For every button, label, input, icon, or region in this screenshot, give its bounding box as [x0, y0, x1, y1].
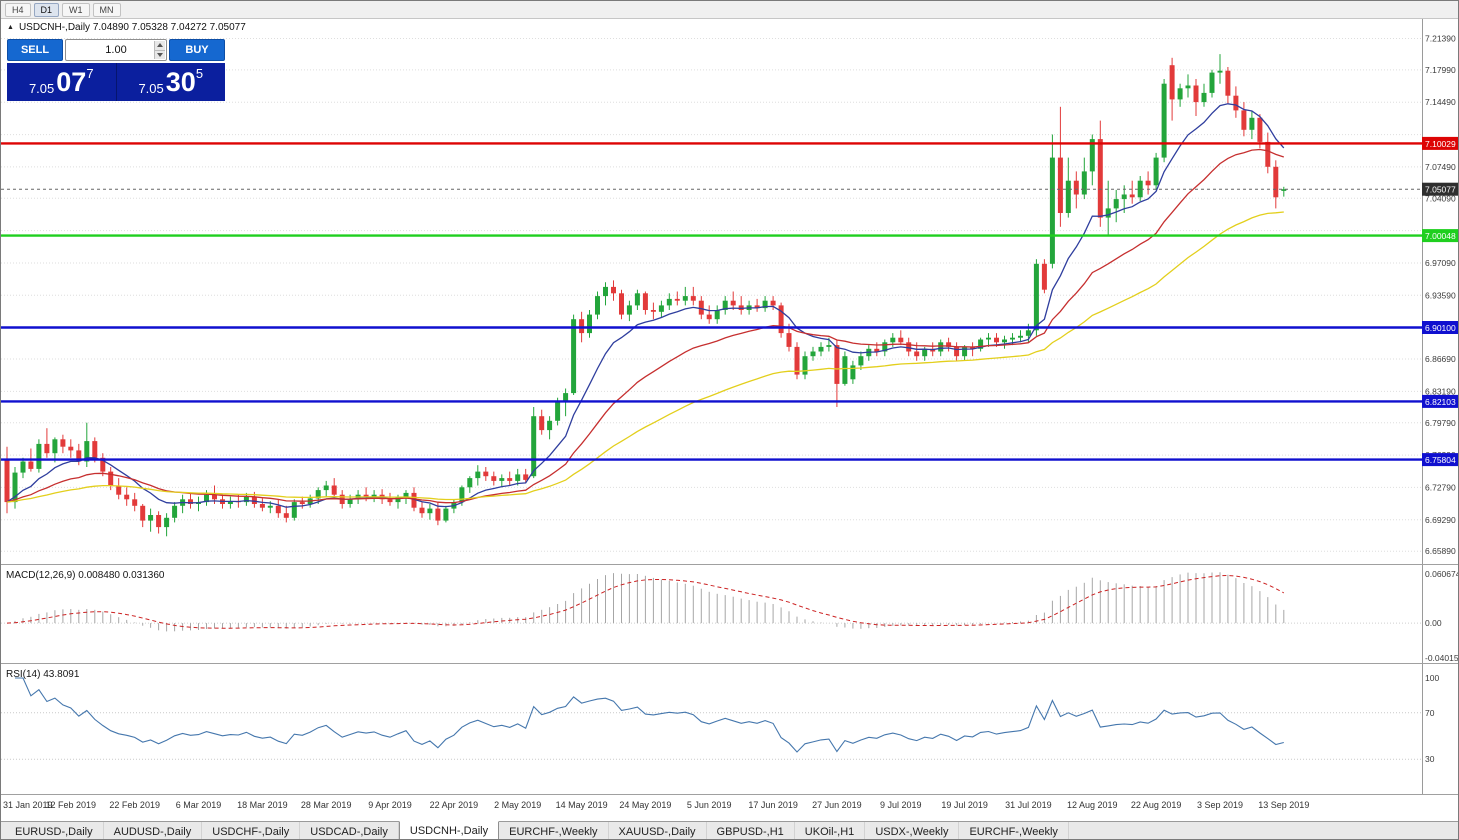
buy-price-big: 30 — [165, 67, 196, 97]
symbol-info: ▲ USDCNH-,Daily 7.04890 7.05328 7.04272 … — [7, 22, 246, 33]
volume-spinner — [154, 41, 165, 59]
svg-text:6.75804: 6.75804 — [1425, 455, 1456, 465]
main-chart-panel: 7.21390 7.17990 7.14490 7.07490 7.04090 6.970… — [1, 19, 1458, 564]
timeframe-mn-button[interactable]: MN — [92, 2, 121, 17]
date-label: 12 Feb 2019 — [45, 800, 97, 810]
date-label: 14 May 2019 — [555, 800, 608, 810]
date-label: 9 Apr 2019 — [368, 800, 412, 810]
volume-input[interactable]: 1.00 — [65, 39, 167, 61]
one-click-trading-panel: SELL 1.00 BUY 7.05 07 7 7.05 — [7, 39, 225, 101]
tab-gbpusd-h1[interactable]: GBPUSD-,H1 — [707, 822, 795, 839]
timeframe-h4-button[interactable]: H4 — [5, 2, 31, 17]
date-label: 3 Sep 2019 — [1196, 800, 1244, 810]
svg-text:6.97090: 6.97090 — [1425, 258, 1456, 268]
tab-usdcad-daily[interactable]: USDCAD-,Daily — [300, 822, 399, 839]
svg-text:7.05077: 7.05077 — [1425, 185, 1456, 195]
date-label: 12 Aug 2019 — [1067, 800, 1118, 810]
timeframe-w1-button[interactable]: W1 — [62, 2, 90, 17]
date-label: 31 Jul 2019 — [1005, 800, 1052, 810]
chart-tabs-bar: EURUSD-,Daily AUDUSD-,Daily USDCHF-,Daily U… — [1, 821, 1458, 839]
svg-text:6.72790: 6.72790 — [1425, 482, 1456, 492]
date-label: 9 Jul 2019 — [880, 800, 922, 810]
date-label: 13 Sep 2019 — [1258, 800, 1310, 810]
volume-decrease-button[interactable] — [154, 50, 165, 59]
macd-canvas: MACD(12,26,9) 0.008480 0.031360 0.060674 0… — [1, 565, 1459, 663]
svg-text:70: 70 — [1425, 708, 1435, 718]
date-label: 19 Jul 2019 — [941, 800, 988, 810]
svg-text:7.10029: 7.10029 — [1425, 139, 1456, 149]
volume-increase-button[interactable] — [154, 41, 165, 51]
svg-text:7.04090: 7.04090 — [1425, 193, 1456, 203]
arrow-up-icon — [157, 43, 163, 48]
date-label: 17 Jun 2019 — [748, 800, 798, 810]
sell-price-sup: 7 — [86, 66, 94, 81]
date-label: 6 Mar 2019 — [175, 800, 222, 810]
svg-text:0.060674: 0.060674 — [1425, 569, 1459, 579]
tab-usdchf-daily[interactable]: USDCHF-,Daily — [202, 822, 301, 839]
collapse-panel-icon[interactable]: ▲ — [7, 24, 14, 31]
time-axis[interactable]: 31 Jan 2019 12 Feb 2019 22 Feb 2019 6 Mar 2… — [1, 794, 1458, 821]
sell-price-big: 07 — [56, 67, 87, 97]
volume-value: 1.00 — [105, 44, 127, 56]
svg-text:MACD(12,26,9) 0.008480 0.03136: MACD(12,26,9) 0.008480 0.031360 — [6, 570, 165, 581]
svg-text:RSI(14) 43.8091: RSI(14) 43.8091 — [6, 669, 80, 680]
svg-text:6.79790: 6.79790 — [1425, 418, 1456, 428]
svg-text:7.21390: 7.21390 — [1425, 34, 1456, 44]
date-label: 2 May 2019 — [494, 800, 542, 810]
tab-audusd-daily[interactable]: AUDUSD-,Daily — [104, 822, 203, 839]
tab-usdcnh-daily[interactable]: USDCNH-,Daily — [398, 821, 500, 839]
svg-text:6.93590: 6.93590 — [1425, 290, 1456, 300]
sell-button[interactable]: SELL — [7, 39, 63, 61]
buy-price: 7.05 30 5 — [115, 63, 226, 101]
macd-indicator-panel: MACD(12,26,9) 0.008480 0.031360 0.060674 0… — [1, 564, 1458, 663]
svg-text:-0.040152: -0.040152 — [1425, 653, 1459, 663]
svg-text:7.07490: 7.07490 — [1425, 162, 1456, 172]
arrow-down-icon — [157, 52, 163, 57]
tab-ukoil-h1[interactable]: UKOil-,H1 — [795, 822, 866, 839]
main-chart-canvas[interactable]: 7.21390 7.17990 7.14490 7.07490 7.04090 6.970… — [1, 19, 1459, 564]
buy-price-small: 7.05 — [138, 81, 164, 96]
svg-text:7.17990: 7.17990 — [1425, 65, 1456, 75]
date-label: 5 Jun 2019 — [686, 800, 732, 810]
date-label: 22 Aug 2019 — [1130, 800, 1182, 810]
date-label: 27 Jun 2019 — [812, 800, 862, 810]
tab-xauusd-daily[interactable]: XAUUSD-,Daily — [609, 822, 707, 839]
tab-eurusd-daily[interactable]: EURUSD-,Daily — [5, 822, 104, 839]
svg-text:100: 100 — [1425, 673, 1439, 683]
trade-controls-row: SELL 1.00 BUY — [7, 39, 225, 61]
svg-text:6.86690: 6.86690 — [1425, 354, 1456, 364]
tab-eurchf-weekly[interactable]: EURCHF-,Weekly — [959, 822, 1069, 839]
symbol-ohlc-text: USDCNH-,Daily 7.04890 7.05328 7.04272 7.… — [18, 22, 246, 33]
date-label: 18 Mar 2019 — [237, 800, 288, 810]
sell-price: 7.05 07 7 — [7, 63, 116, 101]
svg-text:6.69290: 6.69290 — [1425, 515, 1456, 525]
sell-price-small: 7.05 — [28, 81, 55, 96]
svg-text:0.00: 0.00 — [1425, 618, 1442, 628]
svg-text:6.65890: 6.65890 — [1425, 546, 1456, 556]
date-label: 24 May 2019 — [619, 800, 672, 810]
price-display: 7.05 07 7 7.05 30 5 — [7, 63, 225, 101]
timeframe-d1-button[interactable]: D1 — [33, 2, 60, 17]
svg-text:30: 30 — [1425, 754, 1435, 764]
buy-button[interactable]: BUY — [169, 39, 225, 61]
date-label: 22 Apr 2019 — [429, 800, 479, 810]
svg-text:6.83190: 6.83190 — [1425, 386, 1456, 396]
svg-text:6.90100: 6.90100 — [1425, 323, 1456, 333]
rsi-indicator-panel: RSI(14) 43.8091 100 70 30 — [1, 663, 1458, 794]
svg-text:7.00048: 7.00048 — [1425, 231, 1456, 241]
svg-text:7.14490: 7.14490 — [1425, 97, 1456, 107]
tab-eurchf-weekly[interactable]: EURCHF-,Weekly — [499, 822, 609, 839]
date-label: 28 Mar 2019 — [300, 800, 352, 810]
date-label: 22 Feb 2019 — [109, 800, 160, 810]
buy-price-sup: 5 — [195, 66, 204, 81]
svg-text:6.82103: 6.82103 — [1425, 397, 1456, 407]
date-label: 31 Jan 2019 — [3, 800, 53, 810]
tab-usdx-weekly[interactable]: USDX-,Weekly — [865, 822, 960, 839]
rsi-canvas: RSI(14) 43.8091 100 70 30 — [1, 664, 1439, 794]
timeframe-buttons: H4 D1 W1 MN — [1, 1, 1458, 19]
